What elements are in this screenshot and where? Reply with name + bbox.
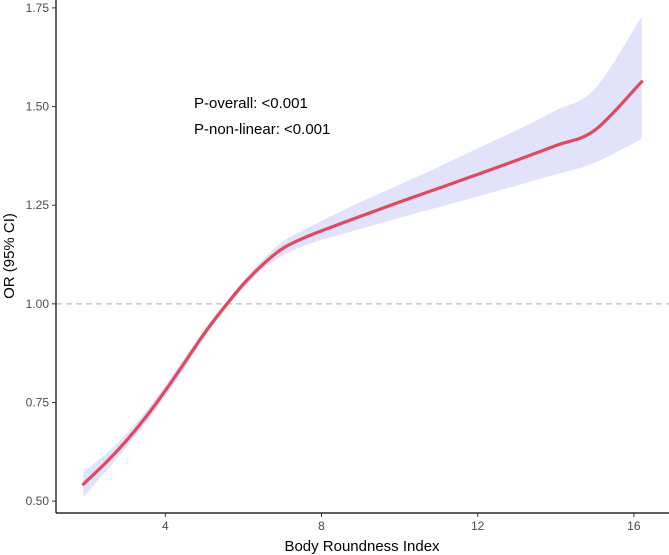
x-tick-label: 4 [162, 519, 169, 533]
or-curve [81, 80, 644, 486]
y-axis-title: OR (95% CI) [1, 213, 18, 299]
plot-area [56, 16, 669, 498]
confidence-band [83, 16, 642, 498]
x-axis-title: Body Roundness Index [284, 538, 440, 555]
x-tick-label: 16 [627, 519, 641, 533]
y-tick-label: 0.50 [26, 494, 50, 508]
y-tick-label: 1.00 [26, 297, 50, 311]
x-tick-label: 8 [318, 519, 325, 533]
p-non-linear-annotation: P-non-linear: <0.001 [194, 121, 330, 138]
y-ticks: 0.50 0.75 1.00 1.25 1.50 1.75 [26, 1, 56, 508]
x-tick-label: 12 [471, 519, 485, 533]
y-tick-label: 0.75 [26, 396, 50, 410]
p-overall-annotation: P-overall: <0.001 [194, 95, 308, 112]
y-tick-label: 1.75 [26, 1, 50, 15]
y-tick-label: 1.50 [26, 100, 50, 114]
y-tick-label: 1.25 [26, 198, 50, 212]
x-ticks: 4 8 12 16 [162, 513, 641, 533]
